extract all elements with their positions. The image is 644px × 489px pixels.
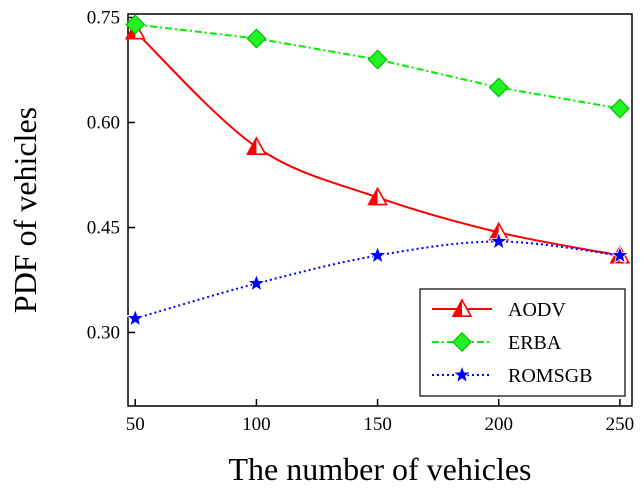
triangle-fill — [453, 300, 462, 317]
triangle-fill — [368, 188, 378, 205]
legend-marker-romsgb — [452, 364, 472, 384]
romsgb-point — [489, 231, 509, 250]
plot-frame — [127, 13, 633, 407]
erba-point — [125, 14, 146, 35]
diamond-fill — [610, 99, 629, 118]
y-tick-label: 0.45 — [87, 218, 120, 239]
erba-point — [367, 49, 388, 70]
diamond-fill — [368, 50, 387, 69]
legend-label-erba: ERBA — [508, 332, 562, 354]
x-tick-label: 200 — [484, 414, 513, 435]
y-tick-label: 0.60 — [87, 113, 120, 134]
romsgb-point — [125, 308, 145, 327]
legend-label-aodv: AODV — [508, 299, 566, 321]
star-fill — [246, 273, 267, 292]
diamond-fill — [247, 29, 266, 48]
x-tick-label: 100 — [242, 414, 271, 435]
x-tick-label: 250 — [606, 414, 635, 435]
aodv-point — [367, 186, 388, 206]
x-tick-label: 50 — [126, 414, 145, 435]
romsgb-point — [610, 245, 630, 264]
star-fill — [125, 308, 145, 327]
triangle-fill — [489, 223, 499, 240]
x-axis-title: The number of vehicles — [229, 451, 532, 487]
diamond-fill — [453, 333, 471, 351]
erba-point — [246, 28, 267, 49]
star-fill — [489, 231, 509, 250]
triangle-fill — [126, 22, 136, 39]
aodv-point — [246, 136, 267, 155]
star-fill — [610, 245, 630, 264]
y-axis-title: PDF of vehicles — [7, 107, 43, 313]
diamond-fill — [126, 15, 145, 34]
erba-point — [609, 98, 630, 119]
erba-point — [488, 77, 509, 98]
legend: AODV ERBA ROMSGB — [419, 288, 626, 397]
legend-label-romsgb: ROMSGB — [508, 365, 592, 387]
star-fill — [367, 245, 388, 264]
x-tick-label: 150 — [363, 414, 392, 435]
romsgb-point — [367, 245, 388, 264]
legend-marker-erba — [452, 332, 472, 352]
axis-ticks: 50 100 150 200 250 0.30 0.45 0.60 0.75 — [87, 8, 634, 436]
diamond-fill — [489, 78, 508, 97]
y-tick-label: 0.30 — [87, 323, 120, 344]
y-tick-label: 0.75 — [87, 8, 120, 29]
star-fill — [452, 364, 472, 384]
series-markers — [124, 14, 631, 327]
legend-marker-aodv — [451, 298, 473, 318]
triangle-fill — [247, 138, 257, 155]
romsgb-point — [246, 273, 267, 292]
